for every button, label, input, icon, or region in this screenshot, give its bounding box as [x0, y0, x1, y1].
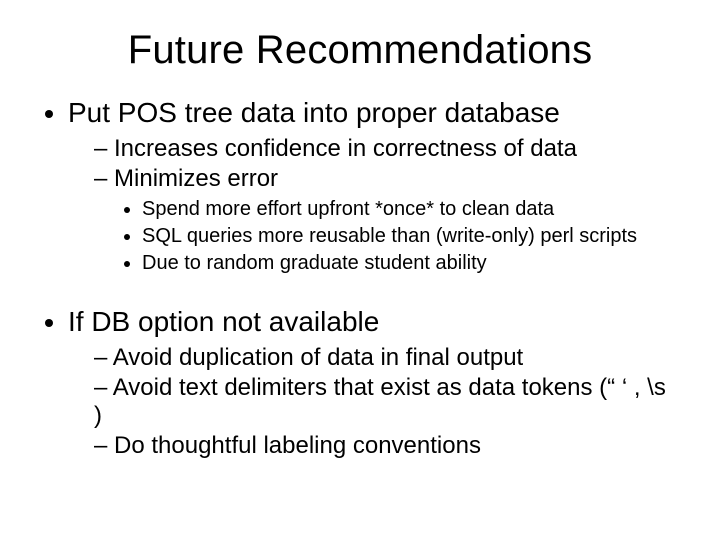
list-item: Spend more effort upfront *once* to clea…	[142, 197, 680, 222]
bullet-text: Avoid duplication of data in final outpu…	[113, 344, 524, 371]
bullet-text: Do thoughtful labeling conventions	[114, 432, 481, 459]
list-item: Put POS tree data into proper database I…	[68, 97, 680, 276]
bullet-list-level2: Increases confidence in correctness of d…	[68, 135, 680, 276]
bullet-list-level1: Put POS tree data into proper database I…	[40, 97, 680, 276]
bullet-text: Minimizes error	[114, 165, 278, 192]
list-item: Minimizes error Spend more effort upfron…	[94, 165, 680, 276]
slide: Future Recommendations Put POS tree data…	[0, 0, 720, 540]
spacer	[40, 288, 680, 306]
bullet-text: Due to random graduate student ability	[142, 252, 487, 274]
list-item: Do thoughtful labeling conventions	[94, 432, 680, 460]
slide-title: Future Recommendations	[40, 28, 680, 73]
list-item: If DB option not available Avoid duplica…	[68, 306, 680, 460]
bullet-list-level3: Spend more effort upfront *once* to clea…	[94, 197, 680, 276]
bullet-text: If DB option not available	[68, 306, 379, 337]
bullet-text: Put POS tree data into proper database	[68, 97, 560, 128]
list-item: Due to random graduate student ability	[142, 251, 680, 276]
bullet-text: Increases confidence in correctness of d…	[114, 135, 577, 162]
bullet-list-level1: If DB option not available Avoid duplica…	[40, 306, 680, 460]
list-item: Increases confidence in correctness of d…	[94, 135, 680, 163]
bullet-text: SQL queries more reusable than (write-on…	[142, 225, 637, 247]
list-item: Avoid duplication of data in final outpu…	[94, 344, 680, 372]
list-item: SQL queries more reusable than (write-on…	[142, 224, 680, 249]
bullet-text: Spend more effort upfront *once* to clea…	[142, 198, 554, 220]
bullet-list-level2: Avoid duplication of data in final outpu…	[68, 344, 680, 460]
list-item: Avoid text delimiters that exist as data…	[94, 374, 680, 430]
bullet-text: Avoid text delimiters that exist as data…	[94, 374, 666, 429]
